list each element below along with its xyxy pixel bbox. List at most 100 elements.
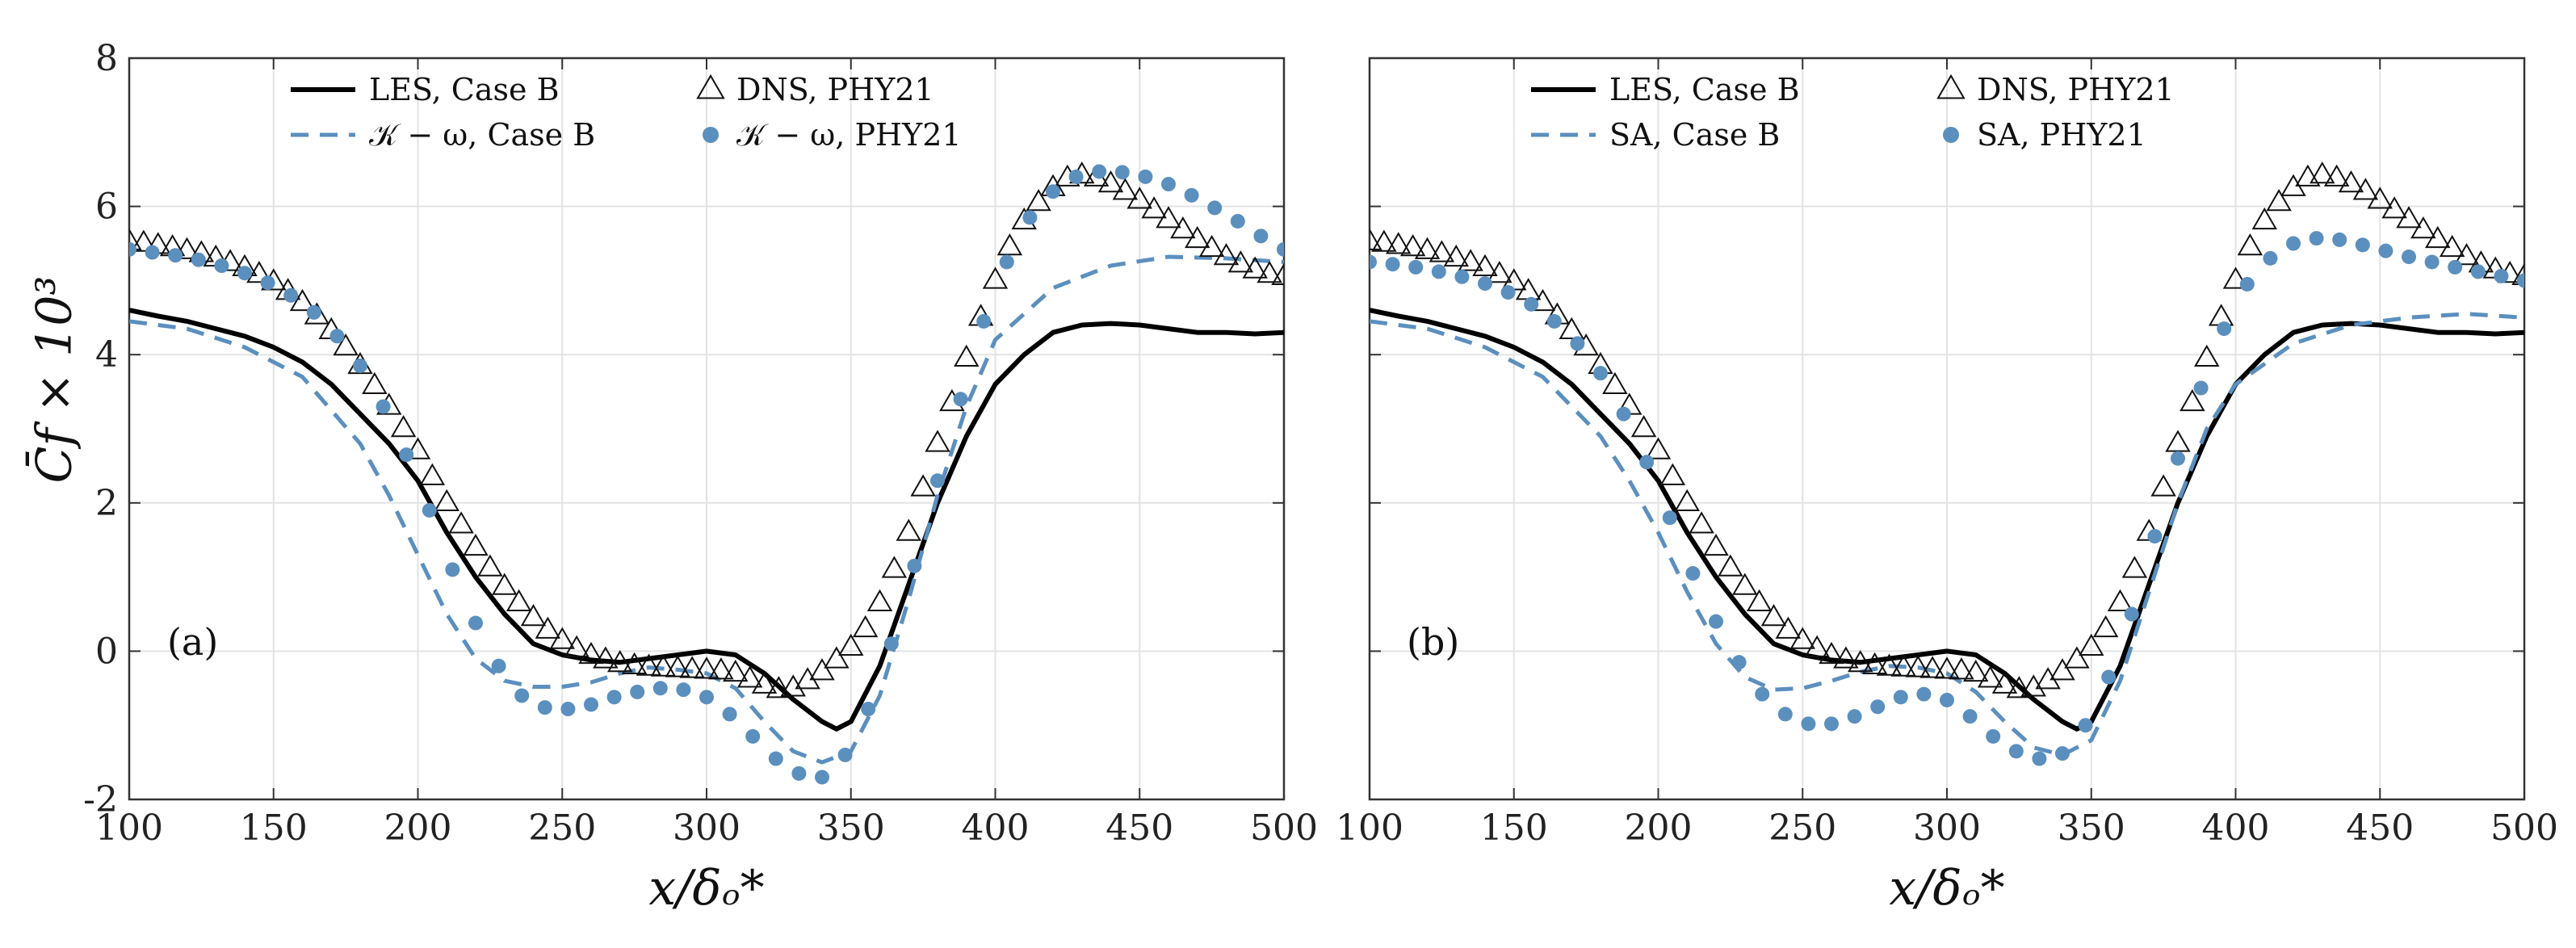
- dns-triangle-marker: [2222, 266, 2249, 289]
- dns-triangle-marker: [289, 288, 316, 312]
- x-tick-label: 450: [1105, 807, 1173, 849]
- legend-label: LES, Case B: [1609, 72, 1800, 107]
- series-line-0: [1370, 308, 2524, 732]
- dns-triangle-marker: [1271, 262, 1284, 286]
- y-axis-title: C̄f × 10³: [26, 276, 83, 484]
- model-circle-marker: [422, 502, 437, 518]
- dns-triangle-marker: [2165, 430, 2191, 452]
- y-tick-label: -2: [83, 779, 118, 820]
- model-circle-marker: [1685, 566, 1701, 581]
- dns-triangle-marker: [1861, 652, 1888, 674]
- dns-triangle-marker: [751, 671, 778, 694]
- dns-triangle-marker: [1876, 653, 1903, 676]
- model-circle-marker: [2101, 669, 2117, 685]
- dns-triangle-marker: [1443, 244, 1469, 267]
- model-circle-marker: [1370, 254, 1377, 270]
- y-tick-label: 6: [95, 187, 118, 228]
- model-circle-marker: [2171, 451, 2185, 466]
- dns-triangle-marker: [1370, 228, 1382, 250]
- dns-triangle-marker: [679, 656, 705, 678]
- panel-label: (b): [1407, 620, 1459, 664]
- model-circle-marker: [1639, 455, 1655, 470]
- dns-triangle-marker: [2352, 178, 2379, 200]
- dns-triangle-marker: [2020, 674, 2046, 697]
- model-circle-marker: [1824, 716, 1839, 732]
- model-circle-marker: [1755, 686, 1770, 702]
- dns-triangle-marker: [492, 573, 518, 595]
- model-circle-marker: [1524, 296, 1539, 312]
- x-tick-label: 150: [240, 807, 308, 849]
- dns-triangle-marker: [2367, 187, 2393, 209]
- dns-triangle-marker: [607, 649, 633, 673]
- dns-triangle-marker: [708, 657, 734, 680]
- dns-triangle-marker: [1414, 237, 1441, 259]
- dns-triangle-marker: [838, 633, 864, 656]
- model-circle-marker: [1870, 699, 1886, 715]
- dns-triangle-marker: [448, 511, 474, 534]
- dns-triangle-marker: [2107, 589, 2133, 611]
- series-line-1: [129, 254, 1284, 765]
- model-circle-marker: [652, 681, 668, 696]
- dns-triangle-marker: [1185, 225, 1210, 249]
- model-circle-marker: [2355, 237, 2370, 253]
- model-circle-marker: [1207, 200, 1223, 216]
- model-circle-marker: [306, 304, 321, 320]
- dns-triangle-marker: [578, 641, 604, 665]
- model-circle-marker: [1847, 709, 1862, 724]
- dns-triangle-marker: [2006, 676, 2033, 698]
- dns-triangle-marker: [2410, 216, 2436, 239]
- dns-triangle-marker: [1097, 170, 1124, 193]
- model-circle-marker: [2147, 529, 2163, 544]
- model-circle-marker: [1546, 313, 1562, 329]
- x-tick-label: 400: [2202, 807, 2270, 849]
- model-circle-marker: [1570, 336, 1585, 351]
- dns-triangle-marker: [1487, 261, 1512, 283]
- model-circle-marker: [468, 615, 483, 631]
- model-circle-marker: [2217, 321, 2232, 337]
- dns-triangle-marker: [1804, 635, 1830, 657]
- model-circle-marker: [399, 447, 414, 463]
- model-circle-marker: [953, 392, 968, 407]
- model-circle-marker: [191, 252, 206, 267]
- model-circle-marker: [676, 682, 691, 698]
- model-circle-marker: [791, 766, 807, 781]
- y-tick-label: 2: [95, 483, 118, 524]
- dns-triangle-marker: [1170, 216, 1196, 239]
- dns-triangle-marker: [1674, 489, 1700, 512]
- model-circle-marker: [1777, 707, 1793, 722]
- model-circle-marker: [999, 254, 1014, 270]
- dns-triangle-marker: [1645, 437, 1672, 459]
- model-circle-marker: [1046, 184, 1060, 199]
- model-circle-marker: [930, 473, 945, 489]
- dns-triangle-marker: [766, 676, 792, 698]
- dns-triangle-marker: [925, 430, 950, 452]
- dns-triangle-marker: [2338, 170, 2364, 193]
- model-circle-marker: [1893, 690, 1908, 705]
- dns-triangle-marker: [477, 554, 503, 577]
- model-circle-marker: [2402, 250, 2416, 265]
- dns-triangle-marker: [1760, 604, 1787, 627]
- dns-triangle-marker: [2180, 388, 2205, 412]
- model-circle-marker: [1662, 510, 1677, 526]
- model-circle-marker: [1962, 709, 1978, 724]
- model-circle-marker: [1385, 257, 1400, 272]
- dns-triangle-marker: [636, 653, 662, 676]
- dns-triangle-marker: [2310, 161, 2335, 184]
- model-circle-marker: [491, 658, 506, 673]
- dns-triangle-marker: [694, 656, 720, 679]
- dns-triangle-marker: [1242, 256, 1268, 279]
- model-circle-marker: [1068, 169, 1084, 184]
- dns-triangle-marker: [2266, 188, 2292, 212]
- model-circle-marker: [883, 636, 899, 652]
- dns-triangle-marker: [1775, 616, 1802, 639]
- dns-triangle-marker: [1257, 261, 1282, 283]
- data-layer: [129, 161, 1284, 785]
- dns-triangle-marker: [1963, 659, 1989, 682]
- dns-triangle-marker: [2396, 206, 2422, 229]
- model-circle-marker: [214, 258, 229, 274]
- dns-triangle-marker: [1399, 233, 1426, 257]
- model-circle-marker: [1986, 728, 2001, 744]
- dns-triangle-marker: [795, 667, 820, 690]
- dns-triangle-marker: [520, 604, 547, 627]
- model-circle-marker: [514, 688, 530, 703]
